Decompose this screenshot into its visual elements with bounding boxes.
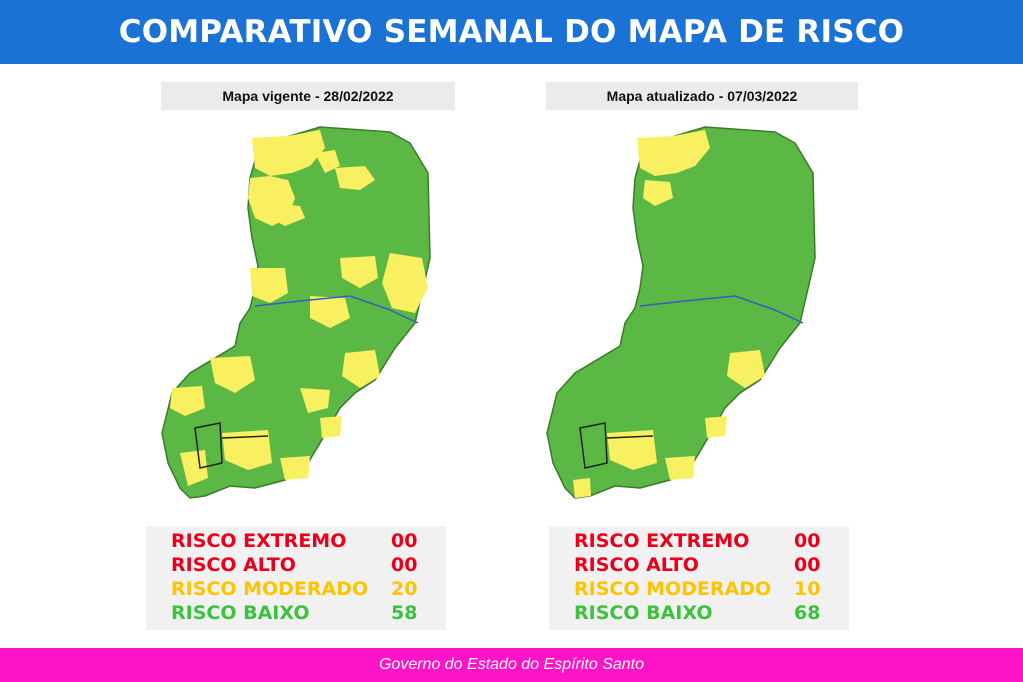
count-high: 00 <box>391 554 418 576</box>
yellow-region <box>170 386 205 416</box>
legend-row-high: RISCO ALTO 00 <box>574 554 821 576</box>
count-extreme: 00 <box>391 530 418 552</box>
caption-updated-map: Mapa atualizado - 07/03/2022 <box>546 82 858 110</box>
yellow-region <box>340 256 378 288</box>
page-title: COMPARATIVO SEMANAL DO MAPA DE RISCO <box>118 14 905 50</box>
yellow-region <box>320 416 342 438</box>
yellow-region <box>300 388 330 413</box>
legend-row-moderate: RISCO MODERADO 10 <box>574 578 821 600</box>
yellow-region <box>342 350 380 388</box>
risk-map-updated <box>546 126 816 499</box>
state-outline <box>161 126 431 499</box>
legend-row-high: RISCO ALTO 00 <box>171 554 418 576</box>
legend-row-low: RISCO BAIXO 58 <box>171 602 418 624</box>
yellow-region <box>310 296 350 328</box>
yellow-region <box>643 180 673 206</box>
yellow-region <box>607 430 657 470</box>
legend-row-low: RISCO BAIXO 68 <box>574 602 821 624</box>
state-outline <box>546 126 816 499</box>
yellow-region <box>335 166 375 190</box>
yellow-region <box>252 130 325 176</box>
count-low: 58 <box>391 602 418 624</box>
caption-current-map: Mapa vigente - 28/02/2022 <box>161 82 455 110</box>
yellow-region <box>180 450 208 486</box>
legend-current: RISCO EXTREMO 00 RISCO ALTO 00 RISCO MODER… <box>146 526 446 630</box>
yellow-region <box>727 350 765 388</box>
footer-banner: Governo do Estado do Espírito Santo <box>0 648 1023 682</box>
yellow-region <box>315 150 340 173</box>
count-high: 00 <box>794 554 821 576</box>
legend-row-extreme: RISCO EXTREMO 00 <box>171 530 418 552</box>
legend-row-extreme: RISCO EXTREMO 00 <box>574 530 821 552</box>
yellow-region <box>637 130 710 176</box>
river <box>639 295 804 324</box>
count-extreme: 00 <box>794 530 821 552</box>
yellow-region <box>270 203 305 226</box>
yellow-region <box>382 253 428 313</box>
legend-updated: RISCO EXTREMO 00 RISCO ALTO 00 RISCO MODER… <box>549 526 849 630</box>
footer-text: Governo do Estado do Espírito Santo <box>378 656 645 673</box>
header-banner: COMPARATIVO SEMANAL DO MAPA DE RISCO <box>0 0 1023 64</box>
yellow-region <box>210 356 255 393</box>
legend-row-moderate: RISCO MODERADO 20 <box>171 578 418 600</box>
region-border <box>194 422 269 469</box>
yellow-region <box>222 430 272 470</box>
count-low: 68 <box>794 602 821 624</box>
count-moderate: 10 <box>794 578 821 600</box>
yellow-region <box>705 416 727 438</box>
river <box>254 295 419 324</box>
yellow-region <box>573 478 591 498</box>
region-border <box>579 422 654 469</box>
yellow-region <box>280 456 310 480</box>
risk-map-current <box>161 126 431 499</box>
count-moderate: 20 <box>391 578 418 600</box>
yellow-region <box>665 456 695 480</box>
yellow-region <box>250 268 288 303</box>
